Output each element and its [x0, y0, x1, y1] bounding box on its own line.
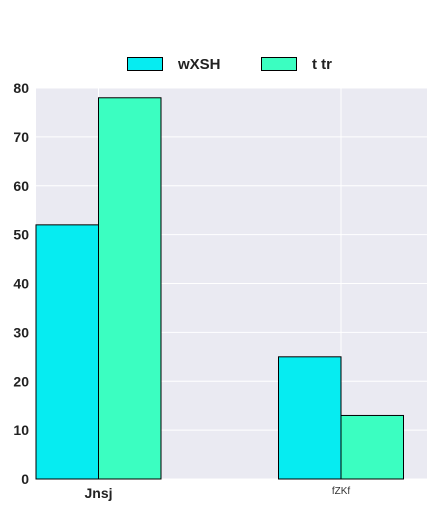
- y-tick-label-1: 10: [13, 422, 29, 438]
- legend-label-series-2: t tr: [312, 55, 332, 73]
- legend-swatch-series-1: [127, 57, 163, 71]
- y-tick-label-0: 0: [21, 471, 29, 487]
- y-axis-ticks: 0 10 20 30 40 50 60 70 80: [13, 80, 29, 487]
- legend-item-series-2: t tr: [261, 52, 332, 76]
- bar-series-2-category-1: [98, 97, 162, 480]
- bar-series-1-category-1: [35, 224, 99, 480]
- y-tick-label-3: 30: [13, 324, 29, 340]
- y-tick-label-7: 70: [13, 129, 29, 145]
- legend-item-series-1: wXSH: [127, 52, 221, 76]
- bar-series-1-category-2: [278, 356, 342, 480]
- y-tick-label-6: 60: [13, 178, 29, 194]
- bar-series-2-category-2: [340, 414, 404, 480]
- y-tick-label-5: 50: [13, 227, 29, 243]
- y-tick-label-2: 20: [13, 373, 29, 389]
- y-tick-label-8: 80: [13, 80, 29, 96]
- legend: wXSH t tr: [0, 52, 438, 76]
- bars: [35, 97, 404, 480]
- x-tick-label-1: Jnsj: [84, 485, 112, 501]
- x-tick-label-2: fZKf: [332, 486, 351, 497]
- y-tick-label-4: 40: [13, 276, 29, 292]
- legend-swatch-series-2: [261, 57, 297, 71]
- x-axis-ticks: Jnsj fZKf: [84, 485, 350, 501]
- legend-label-series-1: wXSH: [178, 55, 221, 73]
